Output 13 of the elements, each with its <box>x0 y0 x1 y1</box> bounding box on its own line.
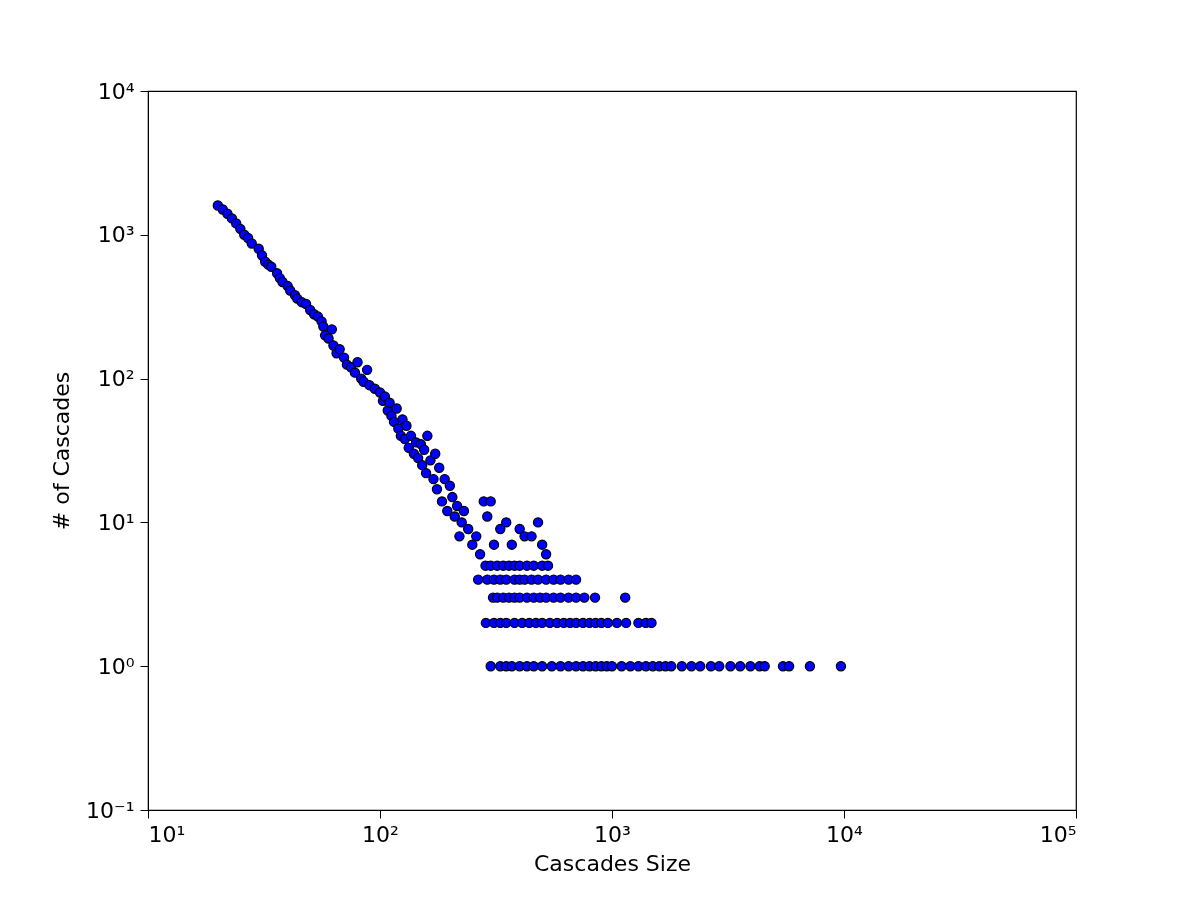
y-tick-label: 10¹ <box>97 509 135 535</box>
y-tick-label: 10³ <box>97 222 135 248</box>
x-tick-label: 10⁵ <box>1039 821 1077 847</box>
x-tick-label: 10¹ <box>148 821 186 847</box>
y-tick-label: 10⁴ <box>97 78 135 104</box>
y-tick-label: 10⁻¹ <box>86 797 135 823</box>
y-tick-label: 10² <box>97 366 135 392</box>
y-axis-title: # of Cascades <box>49 371 75 531</box>
x-tick-label: 10³ <box>594 821 631 847</box>
x-axis-title: Cascades Size <box>534 850 691 876</box>
x-tick-label: 10² <box>362 821 399 847</box>
y-tick-label: 10⁰ <box>97 653 135 679</box>
x-tick-label: 10⁴ <box>826 821 864 847</box>
